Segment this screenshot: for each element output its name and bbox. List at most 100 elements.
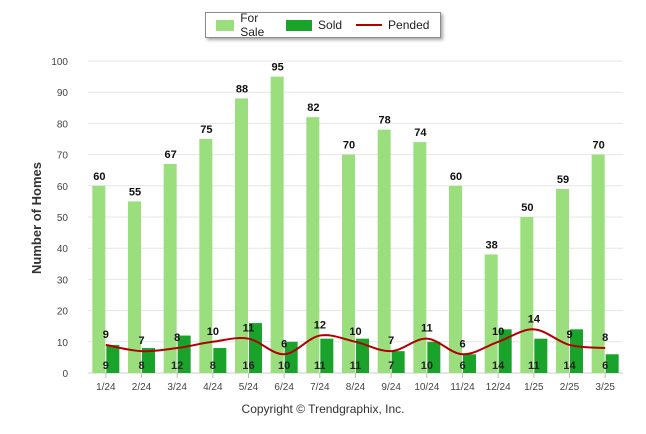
label-for-sale: 88: [236, 83, 248, 95]
label-sold: 6: [602, 360, 608, 372]
bar-for-sale: [128, 201, 141, 373]
bar-sold: [213, 348, 227, 373]
x-axis-ticks: 1/24 2/24 3/24 4/24 5/24 6/24 7/24 8/24 9/24 10/2…: [96, 373, 615, 393]
bar-sold: [605, 354, 619, 373]
label-for-sale: 70: [343, 140, 355, 152]
label-pended: 6: [281, 338, 287, 350]
bar-for-sale: [484, 254, 498, 373]
pended-line-path: [105, 328, 606, 356]
legend-swatch-sold: [286, 19, 313, 31]
bar-for-sale: [163, 163, 177, 373]
label-for-sale: 50: [521, 202, 533, 214]
bar-for-sale: [377, 129, 391, 373]
label-for-sale: 82: [307, 102, 319, 114]
copyright-footer: Copyright © Trendgraphix, Inc.: [241, 402, 405, 416]
bar-for-sale: [556, 188, 569, 373]
label-for-sale: 70: [593, 140, 605, 152]
legend-swatch-for-sale: [216, 19, 235, 31]
legend-item-for-sale[interactable]: For Sale: [216, 11, 272, 39]
y-tick-label: 50: [57, 213, 69, 224]
label-pended: 10: [492, 326, 504, 338]
bar-sold: [142, 348, 155, 373]
bar-sold: [106, 344, 120, 373]
x-tick-label: 1/25: [524, 382, 544, 393]
label-sold: 10: [421, 360, 433, 372]
label-sold: 8: [210, 360, 216, 372]
label-sold: 11: [528, 360, 540, 372]
label-pended: 9: [103, 329, 109, 341]
label-for-sale: 55: [129, 186, 141, 198]
label-for-sale: 60: [450, 171, 462, 183]
x-tick-label: 5/24: [239, 382, 259, 393]
legend-item-sold[interactable]: Sold: [286, 18, 342, 32]
bar-sold: [391, 351, 405, 373]
label-sold: 7: [388, 360, 394, 372]
y-tick-label: 80: [57, 119, 69, 130]
label-for-sale: 74: [414, 127, 427, 139]
label-sold: 9: [103, 360, 109, 372]
x-tick-label: 10/24: [414, 382, 439, 393]
bar-for-sale: [449, 185, 462, 373]
bar-sold: [534, 338, 548, 373]
label-sold: 8: [138, 360, 144, 372]
label-for-sale: 95: [272, 62, 284, 74]
x-tick-label: 2/24: [132, 382, 152, 393]
bar-sold: [249, 323, 262, 373]
label-pended: 12: [314, 320, 326, 332]
x-tick-label: 6/24: [274, 382, 294, 393]
label-pended: 7: [138, 335, 144, 347]
pended-line: [105, 328, 606, 356]
bar-sold: [570, 329, 583, 373]
label-pended: 11: [421, 323, 433, 335]
label-pended: 9: [566, 329, 572, 341]
y-tick-label: 70: [57, 151, 69, 162]
x-tick-label: 9/24: [381, 382, 401, 393]
bar-for-sale: [342, 154, 355, 373]
legend-swatch-pended: [356, 24, 383, 26]
label-sold: 11: [314, 360, 326, 372]
bar-for-sale: [306, 117, 320, 373]
bar-sold: [427, 341, 441, 373]
label-sold: 12: [171, 360, 183, 372]
label-pended: 11: [243, 323, 255, 335]
x-tick-label: 12/24: [486, 382, 511, 393]
label-pended: 10: [207, 326, 219, 338]
bar-sold: [356, 338, 369, 373]
x-tick-label: 1/24: [96, 382, 116, 393]
label-pended: 7: [388, 335, 394, 347]
label-sold: 14: [563, 360, 576, 372]
label-sold: 10: [278, 360, 290, 372]
y-axis-ticks: 0 10 20 30 40 50 60 70 80 90 100: [51, 57, 68, 380]
label-for-sale: 60: [93, 171, 105, 183]
bar-for-sale: [520, 217, 534, 373]
label-for-sale: 67: [165, 149, 177, 161]
bar-for-sale: [199, 139, 213, 373]
y-tick-label: 0: [62, 369, 68, 380]
bar-sold: [320, 338, 334, 373]
bar-sold: [177, 335, 191, 373]
x-tick-label: 7/24: [310, 382, 330, 393]
y-tick-label: 40: [57, 244, 69, 255]
y-tick-label: 30: [57, 275, 69, 286]
bar-for-sale: [270, 76, 284, 373]
legend-item-pended[interactable]: Pended: [356, 18, 429, 32]
x-tick-label: 2/25: [560, 382, 580, 393]
legend-label-for-sale: For Sale: [240, 11, 265, 39]
bar-for-sale: [591, 154, 605, 373]
y-tick-label: 90: [57, 88, 69, 99]
label-for-sale: 38: [486, 239, 498, 251]
x-tick-label: 4/24: [203, 382, 223, 393]
x-tick-label: 8/24: [346, 382, 366, 393]
label-pended: 10: [349, 326, 361, 338]
y-axis-title: Number of Homes: [29, 162, 44, 274]
label-sold: 6: [459, 360, 465, 372]
label-for-sale: 59: [557, 174, 569, 186]
label-for-sale: 78: [379, 115, 391, 127]
label-sold: 16: [242, 360, 254, 372]
label-sold: 14: [492, 360, 505, 372]
y-tick-label: 60: [57, 182, 69, 193]
label-for-sale: 75: [200, 124, 212, 136]
label-pended: 6: [459, 338, 465, 350]
label-pended: 8: [602, 332, 608, 344]
